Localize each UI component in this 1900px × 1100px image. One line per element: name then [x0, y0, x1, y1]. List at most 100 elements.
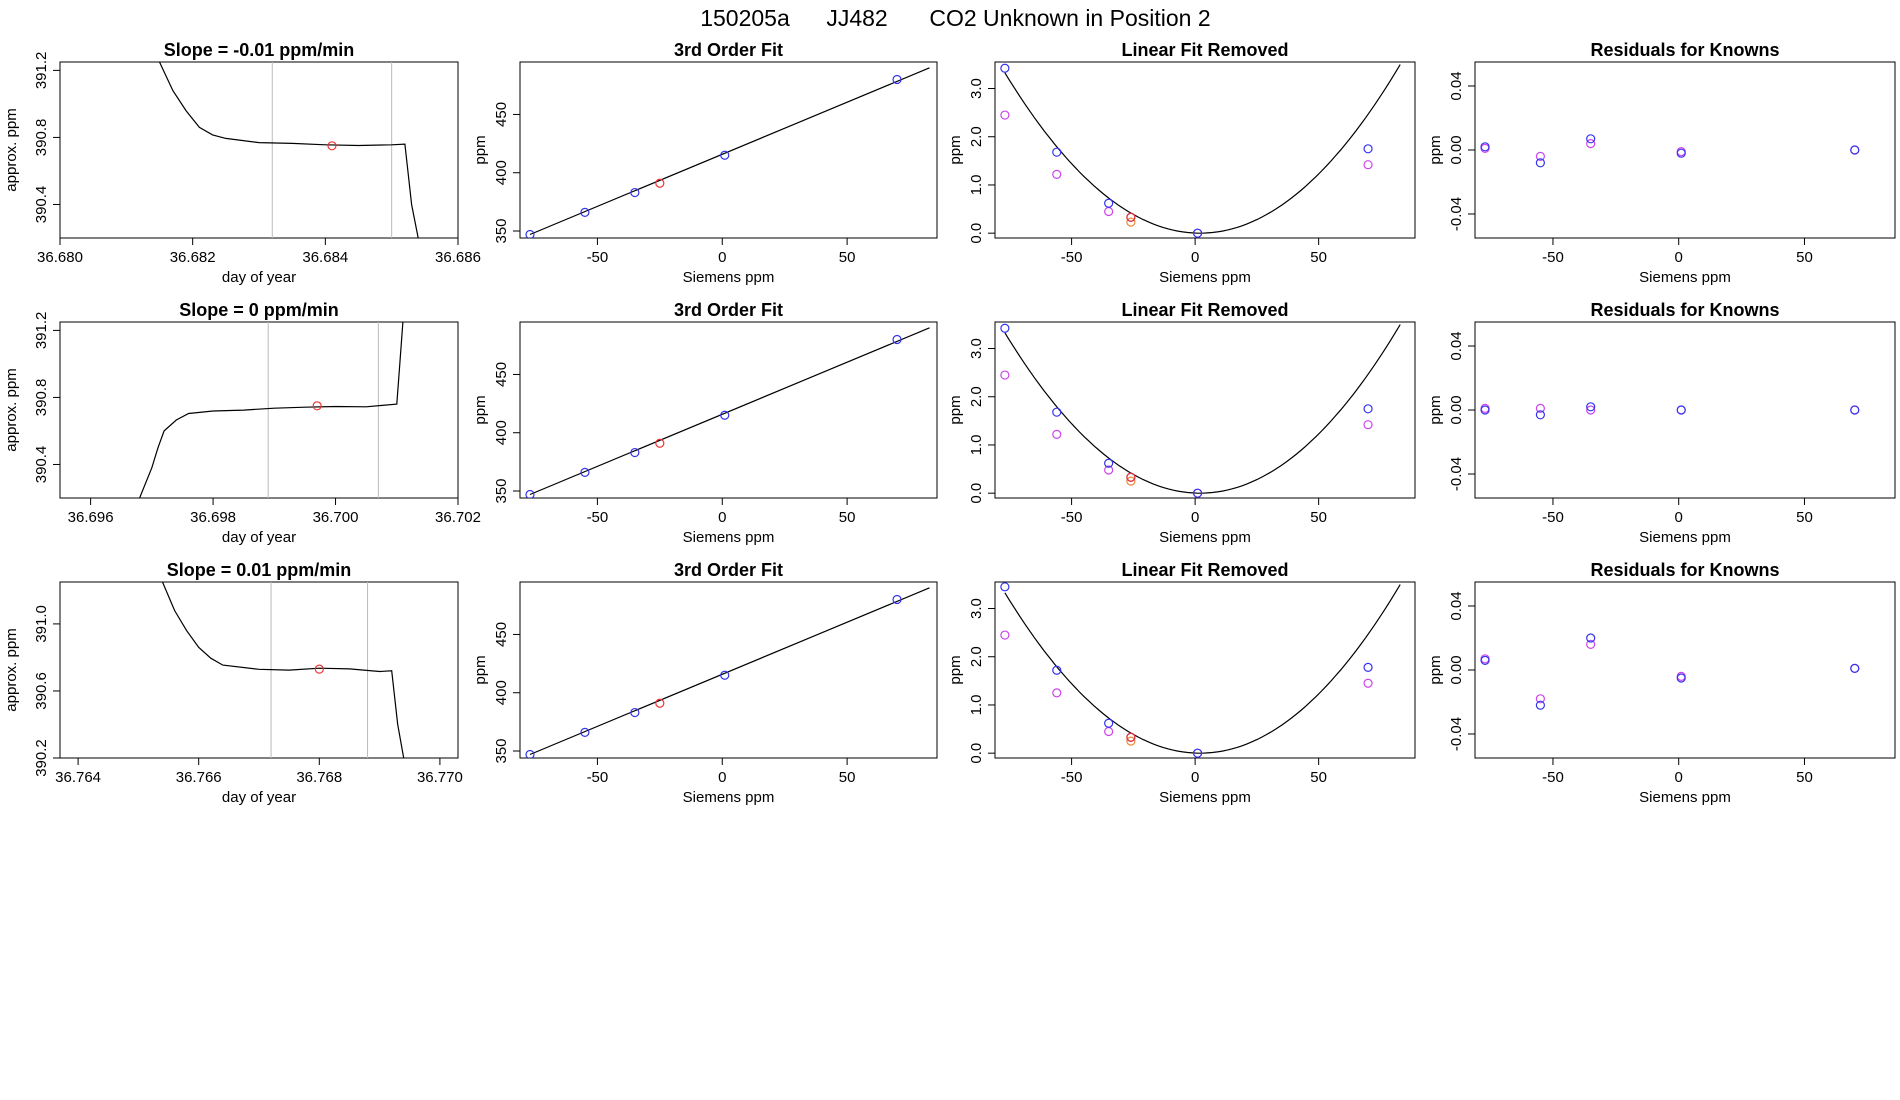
x-tick-label: 0 — [1675, 509, 1683, 526]
known-point — [1535, 410, 1545, 420]
panel-2-1: Slope = 0 ppm/min 36.696 36.698 36.700 36.70… — [3, 300, 481, 546]
known-point — [892, 74, 902, 85]
known-point — [1850, 145, 1860, 155]
unknown-point — [1126, 472, 1136, 482]
x-tick-label: 50 — [1310, 249, 1327, 266]
plot-area — [1000, 323, 1401, 498]
known-point — [1676, 673, 1686, 683]
x-tick-label: 0 — [1191, 769, 1199, 786]
known-point — [580, 467, 590, 477]
alt-known-point — [1104, 726, 1114, 737]
alt-known-point — [1000, 370, 1010, 380]
y-tick-label: 400 — [493, 420, 510, 445]
y-tick-label: 450 — [493, 102, 510, 127]
y-tick-label: 0.04 — [1448, 331, 1465, 360]
plot-frame — [519, 581, 938, 759]
x-tick-label: 36.764 — [55, 769, 101, 786]
x-tick-label: 36.680 — [37, 249, 83, 266]
known-point — [525, 229, 535, 238]
panel-1-2: 3rd Order Fit -50 0 50 Siemens ppm 350 400 450p… — [472, 40, 938, 286]
fit-line — [529, 327, 930, 496]
known-point — [1676, 148, 1686, 158]
known-point — [1480, 655, 1490, 666]
y-tick-label: 391.2 — [33, 312, 50, 350]
known-point — [892, 594, 902, 605]
known-point — [1104, 198, 1114, 208]
plot-area — [525, 587, 930, 758]
x-tick-label: -50 — [1061, 769, 1083, 786]
known-point — [1052, 407, 1062, 417]
panel-title: Linear Fit Removed — [1121, 560, 1288, 580]
x-tick-label: 36.702 — [435, 509, 481, 526]
y-axis-label: ppm — [947, 655, 964, 684]
y-tick-label: 2.0 — [968, 126, 985, 147]
plot-area — [1480, 402, 1860, 420]
x-axis: -50 0 50 Siemens ppm — [1061, 238, 1327, 286]
plot-frame — [519, 321, 938, 499]
fit-curve — [1004, 584, 1401, 754]
panel-title: Linear Fit Removed — [1121, 40, 1288, 60]
x-tick-label: 36.766 — [176, 769, 222, 786]
known-point — [720, 150, 730, 160]
known-point — [1104, 718, 1114, 728]
y-axis-label: ppm — [472, 135, 489, 164]
panel-3-4: Residuals for Knowns -50 0 50 Siemens ppm -0.… — [1427, 560, 1896, 806]
plot-area — [1480, 134, 1860, 168]
x-tick-label: 50 — [1796, 249, 1813, 266]
panel-3-2: 3rd Order Fit -50 0 50 Siemens ppm 350 400 450p… — [472, 560, 938, 806]
plot-frame — [994, 321, 1416, 499]
y-axis: -0.04 0.00 0.04 ppm — [1427, 331, 1475, 491]
known-point — [892, 334, 902, 345]
plot-area — [139, 322, 404, 498]
x-axis: -50 0 50 Siemens ppm — [1061, 498, 1327, 546]
known-point — [1000, 63, 1010, 73]
plot-frame — [994, 581, 1416, 759]
plot-frame — [59, 321, 459, 499]
known-point — [630, 707, 640, 718]
fit-line — [529, 587, 930, 756]
sample-marker — [314, 664, 324, 674]
y-tick-label: 0.0 — [968, 743, 985, 764]
known-point — [525, 749, 535, 758]
plot-frame — [519, 61, 938, 239]
x-tick-label: -50 — [587, 509, 609, 526]
known-point — [630, 447, 640, 458]
x-tick-label: 50 — [1310, 509, 1327, 526]
plot-area — [1480, 633, 1860, 710]
alt-known-point — [1363, 420, 1373, 430]
y-axis-label: ppm — [1427, 655, 1444, 684]
alt-known-point — [1586, 639, 1596, 650]
x-tick-label: -50 — [587, 249, 609, 266]
y-axis-label: ppm — [472, 655, 489, 684]
known-point — [1192, 488, 1203, 498]
y-tick-label: 2.0 — [968, 646, 985, 667]
y-tick-label: 350 — [493, 478, 510, 503]
alt-unknown-point — [1126, 217, 1136, 227]
panel-title: Residuals for Knowns — [1590, 560, 1779, 580]
known-point — [1000, 582, 1010, 592]
x-axis-label: day of year — [222, 529, 296, 546]
y-axis: -0.04 0.00 0.04 ppm — [1427, 591, 1475, 751]
y-axis-label: approx. ppm — [3, 108, 20, 191]
y-axis: 0.0 1.0 2.0 3.0 ppm — [947, 338, 995, 504]
x-axis-label: Siemens ppm — [1639, 529, 1731, 546]
alt-known-point — [1104, 465, 1114, 475]
known-point — [1850, 405, 1860, 415]
y-tick-label: 450 — [493, 622, 510, 647]
x-tick-label: 36.682 — [170, 249, 216, 266]
x-axis: -50 0 50 Siemens ppm — [1061, 758, 1327, 806]
x-axis: -50 0 50 Siemens ppm — [1542, 758, 1813, 806]
y-tick-label: 0.04 — [1448, 71, 1465, 100]
x-tick-label: 50 — [839, 249, 856, 266]
y-axis: 0.0 1.0 2.0 3.0 ppm — [947, 598, 995, 764]
panel-title: Residuals for Knowns — [1590, 40, 1779, 60]
plot-area — [161, 582, 405, 758]
y-tick-label: 1.0 — [968, 175, 985, 196]
y-tick-label: 390.2 — [33, 739, 50, 777]
concentration-trace — [161, 582, 405, 758]
